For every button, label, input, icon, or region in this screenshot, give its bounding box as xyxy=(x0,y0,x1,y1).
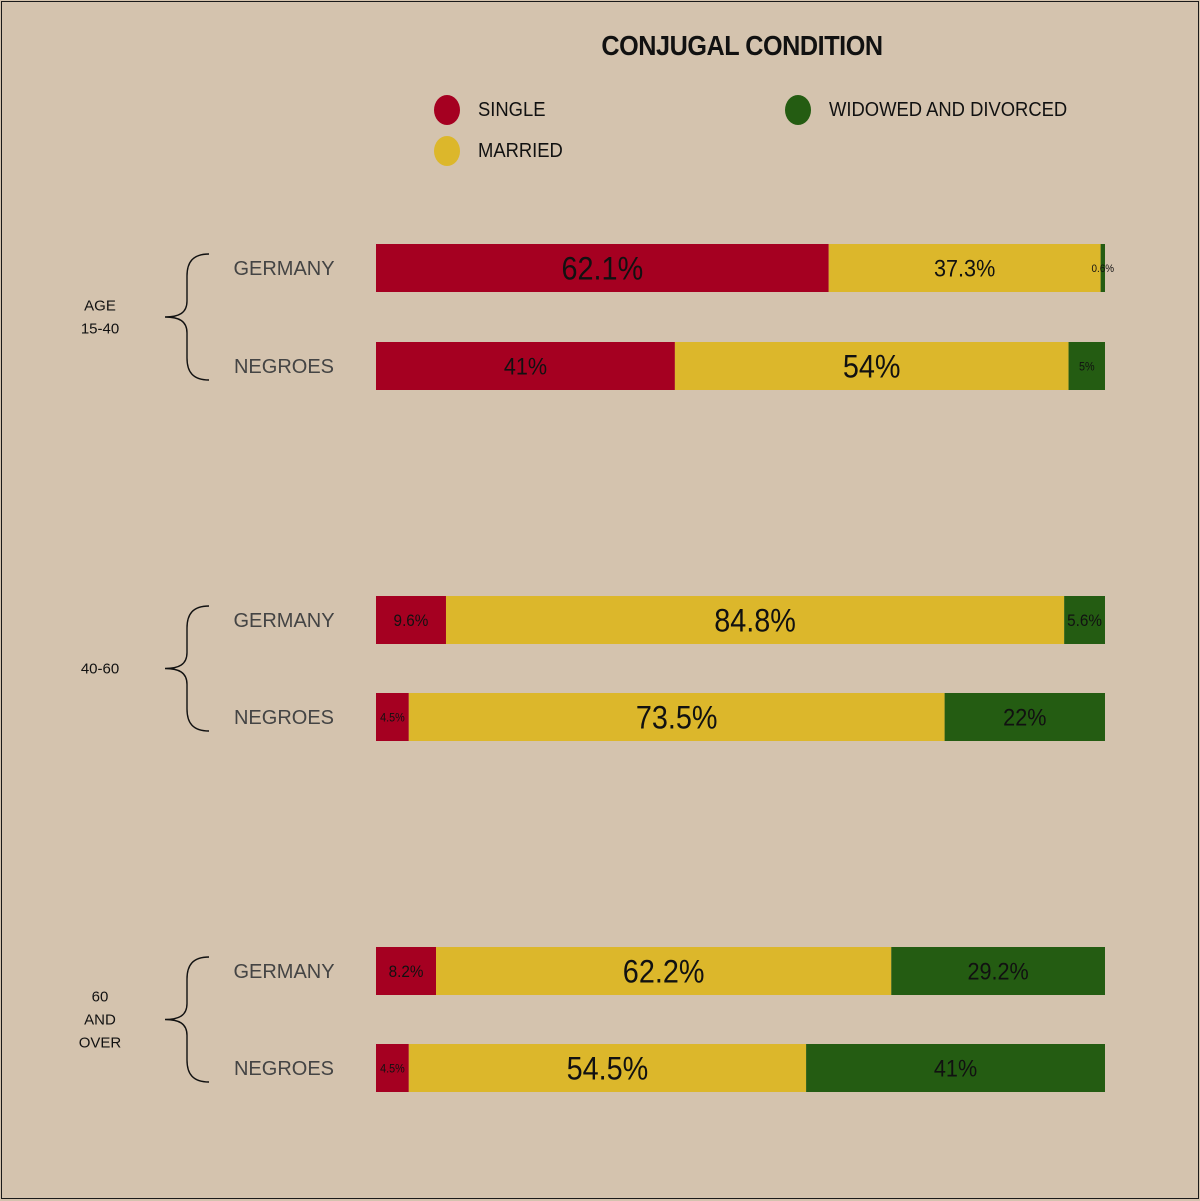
group-brace xyxy=(164,605,210,732)
country-label: GERMANY xyxy=(233,961,334,983)
data-label: 29.2% xyxy=(968,958,1029,985)
country-label: GERMANY xyxy=(233,610,334,632)
group-label: AND xyxy=(84,1012,116,1029)
data-label: 37.3% xyxy=(934,255,995,282)
bar-segment xyxy=(408,1044,807,1092)
legend-swatch-single xyxy=(434,95,460,125)
country-label: GERMANY xyxy=(233,258,334,280)
bar-segment xyxy=(1100,244,1105,292)
legend-swatch-widowed-divorced xyxy=(785,95,811,125)
bar-segment xyxy=(828,244,1101,292)
data-label: 62.2% xyxy=(623,954,705,990)
data-label: 41% xyxy=(504,353,547,380)
legend-label-married: MARRIED xyxy=(478,139,563,162)
legend-item-single: SINGLE xyxy=(434,95,551,125)
bar-segment xyxy=(806,1044,1105,1092)
bar-segment xyxy=(408,693,945,741)
data-label: 8.2% xyxy=(389,962,424,981)
bar-segment xyxy=(376,596,446,644)
bar-segment xyxy=(944,693,1105,741)
bar-segment xyxy=(1064,596,1105,644)
bar-segment xyxy=(891,947,1105,995)
data-label: 4.5% xyxy=(380,712,405,725)
legend-swatch-married xyxy=(434,136,460,166)
data-label: 73.5% xyxy=(636,700,718,736)
group-label: AGE xyxy=(84,298,116,315)
data-label: 62.1% xyxy=(562,251,644,287)
country-label: NEGROES xyxy=(234,356,334,378)
data-label: 54.5% xyxy=(567,1051,649,1087)
group-label: 15-40 xyxy=(81,321,119,338)
data-label: 54% xyxy=(843,349,901,385)
bar-segment xyxy=(376,244,829,292)
group-label: 40-60 xyxy=(81,661,119,678)
legend-item-married: MARRIED xyxy=(434,136,570,166)
bar-segment xyxy=(445,596,1065,644)
group-label: 60 xyxy=(92,989,109,1006)
data-label: 41% xyxy=(934,1055,977,1082)
data-label: 84.8% xyxy=(714,603,796,639)
bar-segment xyxy=(1068,342,1105,390)
legend-item-widowed-divorced: WIDOWED AND DIVORCED xyxy=(785,95,1088,125)
chart-title: CONJUGAL CONDITION xyxy=(601,30,883,61)
data-label: 4.5% xyxy=(380,1063,405,1076)
country-label: NEGROES xyxy=(234,707,334,729)
group-brace xyxy=(164,956,210,1083)
legend-label-single: SINGLE xyxy=(478,98,546,121)
data-label: 22% xyxy=(1003,704,1046,731)
country-label: NEGROES xyxy=(234,1058,334,1080)
data-label: 9.6% xyxy=(394,611,429,630)
bar-segment xyxy=(376,693,409,741)
bar-segment xyxy=(376,342,675,390)
group-label: OVER xyxy=(79,1035,122,1052)
bar-segment xyxy=(376,947,437,995)
data-label: 5.6% xyxy=(1067,611,1102,630)
bar-segment xyxy=(436,947,892,995)
data-label: 5% xyxy=(1079,361,1095,374)
data-label: 0.6% xyxy=(1092,264,1115,276)
bar-segment xyxy=(376,1044,409,1092)
bar-segment xyxy=(674,342,1069,390)
group-brace xyxy=(164,253,210,381)
legend-label-widowed-divorced: WIDOWED AND DIVORCED xyxy=(829,98,1068,121)
